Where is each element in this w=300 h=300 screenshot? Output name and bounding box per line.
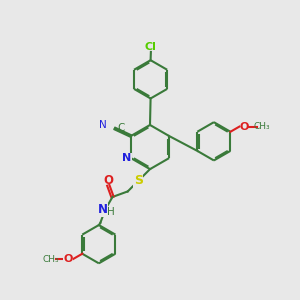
Text: CH₃: CH₃ — [42, 255, 59, 264]
Text: C: C — [117, 123, 124, 133]
Text: Cl: Cl — [145, 42, 157, 52]
Text: CH₃: CH₃ — [254, 122, 270, 131]
Text: N: N — [98, 203, 108, 216]
Text: N: N — [99, 120, 106, 130]
Text: O: O — [63, 254, 73, 265]
Text: O: O — [103, 173, 114, 187]
Text: H: H — [106, 207, 114, 217]
Text: S: S — [134, 174, 143, 188]
Text: O: O — [240, 122, 249, 132]
Text: N: N — [122, 153, 131, 163]
